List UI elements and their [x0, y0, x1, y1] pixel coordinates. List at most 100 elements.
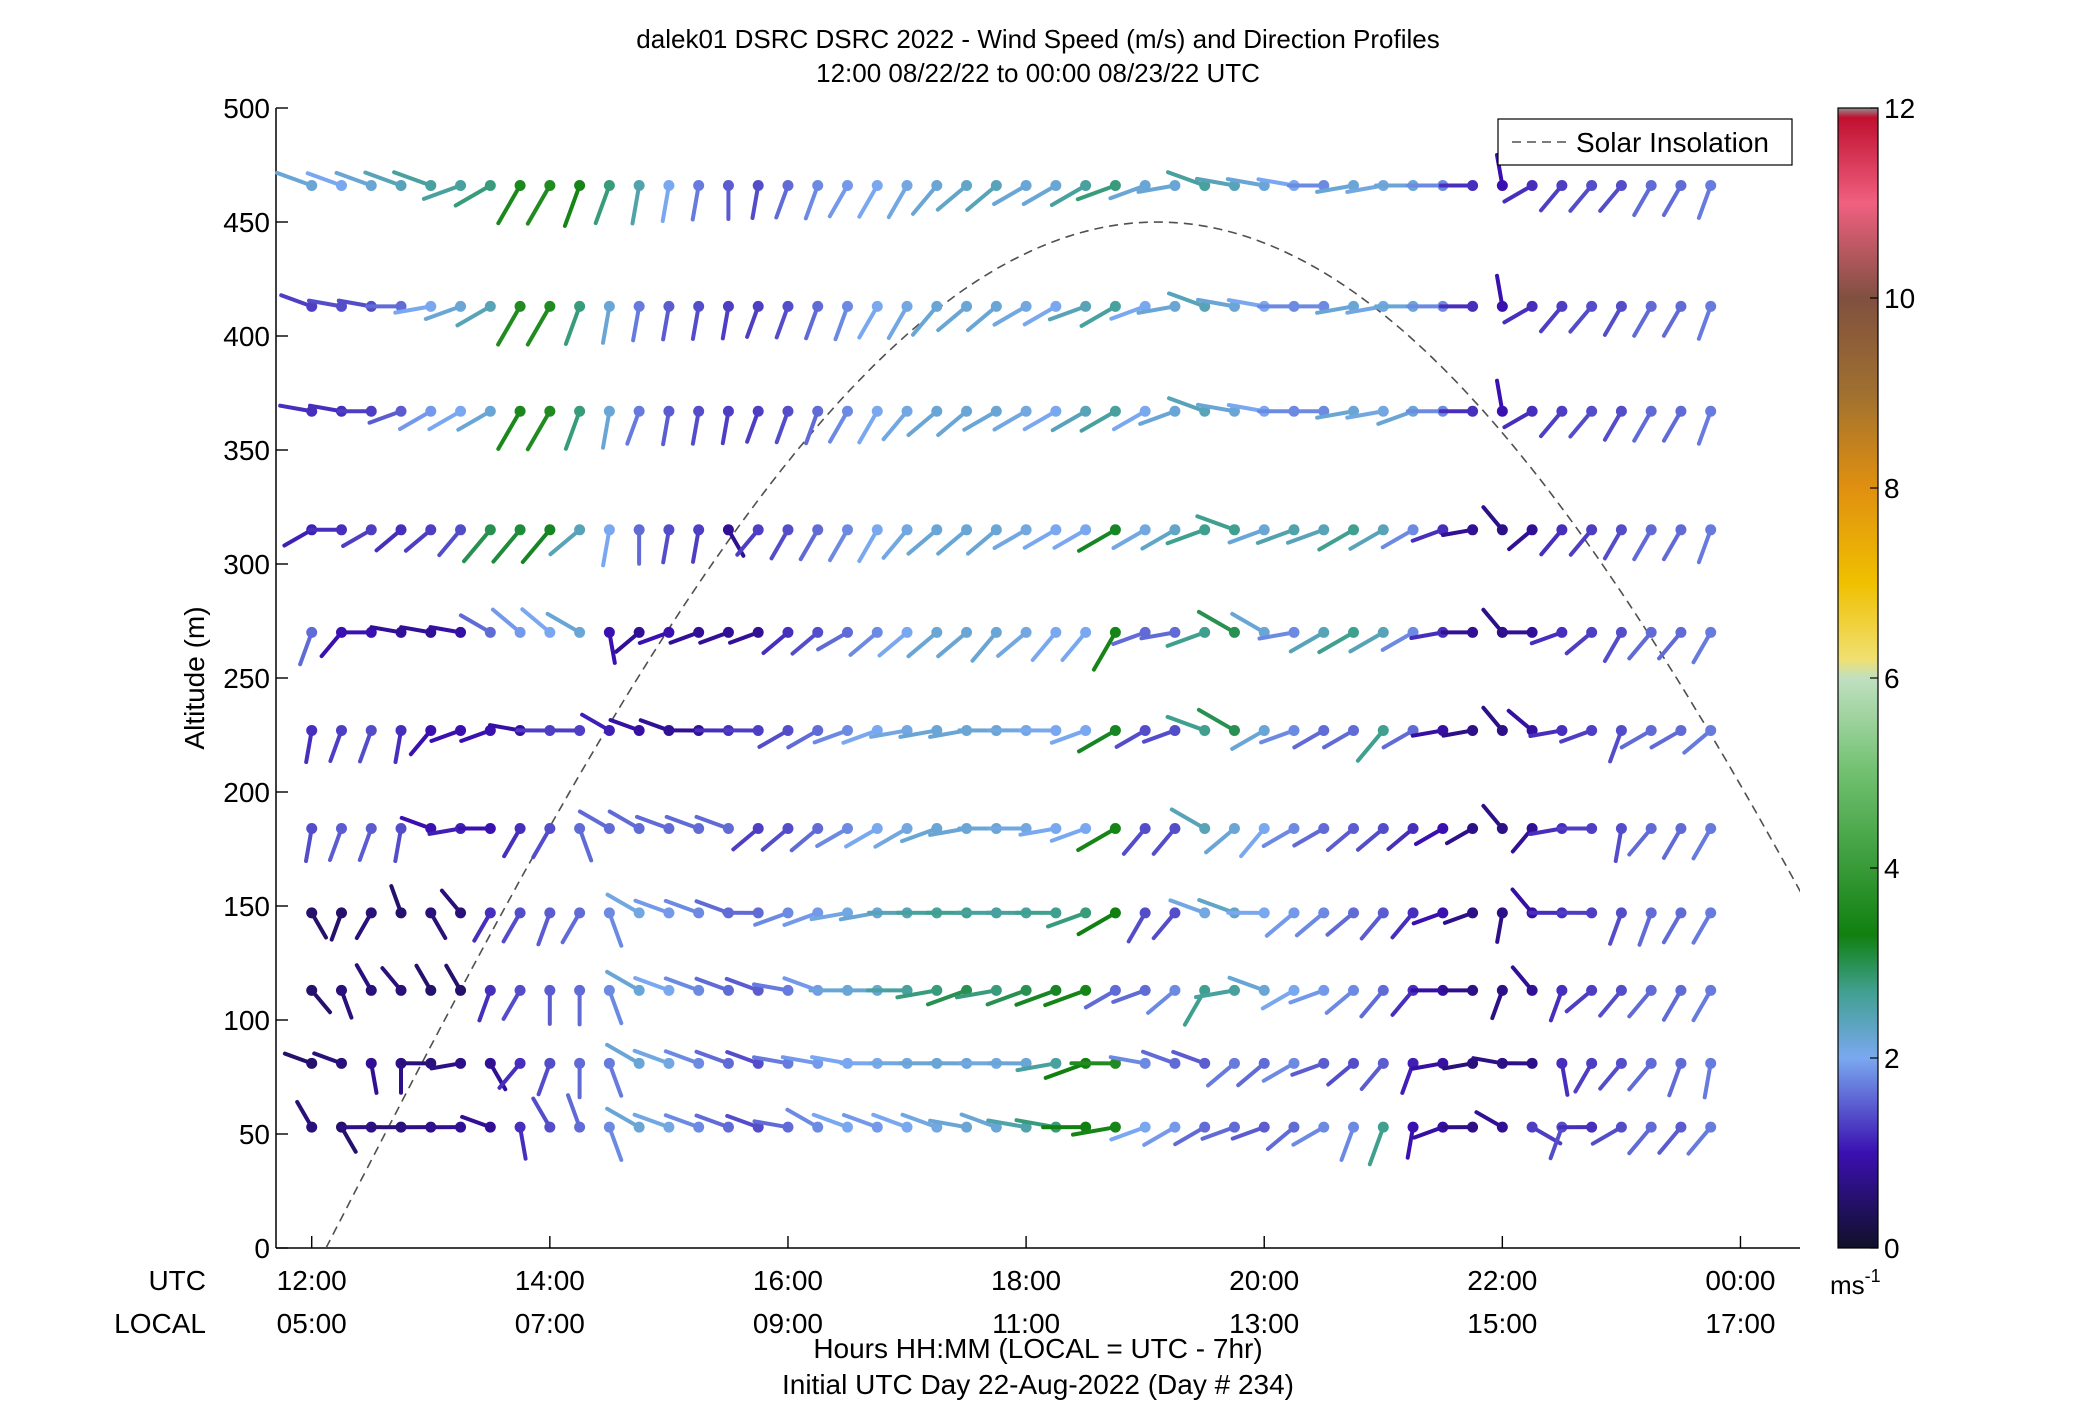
wind-barb-dot [335, 524, 347, 536]
wind-barb [809, 907, 853, 922]
wind-barb [661, 524, 675, 565]
wind-barb [1627, 822, 1657, 857]
wind-barb-shaft [1657, 1125, 1683, 1155]
wind-barb-shaft [886, 304, 910, 340]
wind-barb-dot [395, 907, 407, 919]
wind-barb-dot [544, 405, 556, 417]
wind-barb [427, 405, 467, 432]
wind-barb-shaft [935, 183, 969, 212]
wind-barb [514, 1121, 528, 1161]
wind-barb-shaft [804, 304, 820, 341]
wind-barb-shaft [1325, 910, 1356, 937]
wind-barb-dot [871, 300, 883, 312]
wind-barb-dot [1526, 405, 1538, 417]
wind-barb-shaft [857, 409, 880, 445]
wind-barb-dot [514, 180, 526, 192]
wind-barb-shaft [328, 826, 344, 862]
wind-barb-shaft [1286, 527, 1326, 545]
x-axis-label: Hours HH:MM (LOCAL = UTC - 7hr) [813, 1333, 1262, 1364]
wind-barb [664, 814, 705, 834]
wind-barb-dot [484, 300, 496, 312]
wind-barb-shaft [1261, 826, 1296, 848]
wind-barb-dot [574, 300, 586, 312]
wind-barb-shaft [812, 728, 850, 745]
wind-barb [1168, 898, 1211, 919]
wind-barb [1627, 1121, 1657, 1156]
wind-barb [363, 170, 407, 192]
wind-barb [1141, 724, 1181, 744]
wind-barb-dot [1050, 524, 1062, 536]
wind-barb [282, 1051, 318, 1069]
wind-barb-shaft [1166, 170, 1207, 188]
wind-barb-dot [931, 984, 943, 996]
y-tick-label: 0 [254, 1233, 270, 1264]
wind-barb [1367, 1121, 1389, 1167]
wind-barb [1481, 803, 1508, 834]
wind-barb-dot [1080, 724, 1092, 736]
wind-barb-shaft [828, 527, 850, 563]
wind-barb [798, 524, 824, 562]
wind-barb [605, 892, 645, 919]
wind-barb-dot [1645, 907, 1657, 919]
wind-barb-shaft [828, 409, 850, 444]
wind-barb-shaft [562, 183, 582, 228]
wind-barb-shaft [1257, 630, 1296, 641]
wind-barb-dot [663, 907, 675, 919]
wind-barb-shaft [724, 976, 761, 993]
wind-barb-shaft [1200, 1125, 1237, 1141]
wind-barb-dot [842, 180, 853, 192]
wind-barb-shaft [954, 988, 999, 1000]
wind-barb-shaft [690, 183, 701, 222]
wind-barb-shaft [1602, 527, 1624, 561]
wind-barb-dot [1437, 724, 1449, 736]
wind-barb [663, 1049, 705, 1069]
wind-barb [694, 976, 734, 996]
wind-barb-dot [1645, 1057, 1657, 1069]
wind-barb-dot [395, 180, 407, 192]
wind-barb [1200, 1121, 1240, 1141]
colorbar-tick-label: 12 [1884, 93, 1915, 124]
wind-barb-dot [1377, 626, 1389, 638]
wind-barb-dot [1199, 524, 1211, 536]
wind-barb-shaft [986, 1118, 1029, 1130]
wind-barb-dot [455, 984, 467, 996]
wind-barb-dot [455, 405, 467, 417]
wind-barb-shaft [857, 304, 880, 340]
wind-barb [722, 907, 764, 919]
wind-barb-shaft [911, 304, 939, 337]
x-tick-label-utc: 20:00 [1229, 1265, 1299, 1296]
wind-barb-dot [1705, 405, 1717, 417]
wind-barb-shaft [936, 527, 969, 556]
wind-barb [1438, 405, 1479, 417]
wind-barb [828, 524, 853, 563]
wind-barb-dot [574, 1121, 586, 1133]
wind-barb-shaft [605, 892, 642, 915]
wind-barb-shaft [1315, 183, 1356, 194]
wind-barb [306, 984, 332, 1015]
wind-barb-shaft [725, 1050, 761, 1066]
wind-barb-dot [722, 984, 734, 996]
wind-barb [1691, 822, 1717, 861]
wind-barb [536, 907, 556, 947]
wind-barb [1195, 514, 1240, 536]
wind-barb-shaft [1359, 910, 1386, 941]
wind-barb [306, 907, 328, 940]
wind-barb-dot [574, 180, 586, 192]
wind-barb-dot [455, 724, 467, 736]
wind-barb-shaft [694, 814, 731, 831]
wind-barb-shaft [458, 613, 493, 635]
wind-barb-dot [1556, 300, 1568, 312]
wind-barb-shaft [1204, 826, 1237, 855]
wind-barb-shaft [545, 611, 582, 635]
wind-barb [803, 180, 824, 221]
wind-barb [1261, 1057, 1300, 1083]
wind-barb [425, 907, 448, 940]
wind-barb-dot [1586, 724, 1598, 736]
wind-barb-dot [633, 405, 645, 417]
wind-barb-shaft [633, 898, 671, 915]
colorbar-tick-label: 0 [1884, 1233, 1900, 1264]
wind-barb [841, 1113, 883, 1133]
wind-barb-dot [1109, 626, 1121, 638]
wind-barb [965, 180, 1002, 212]
wind-barb [1165, 524, 1211, 546]
